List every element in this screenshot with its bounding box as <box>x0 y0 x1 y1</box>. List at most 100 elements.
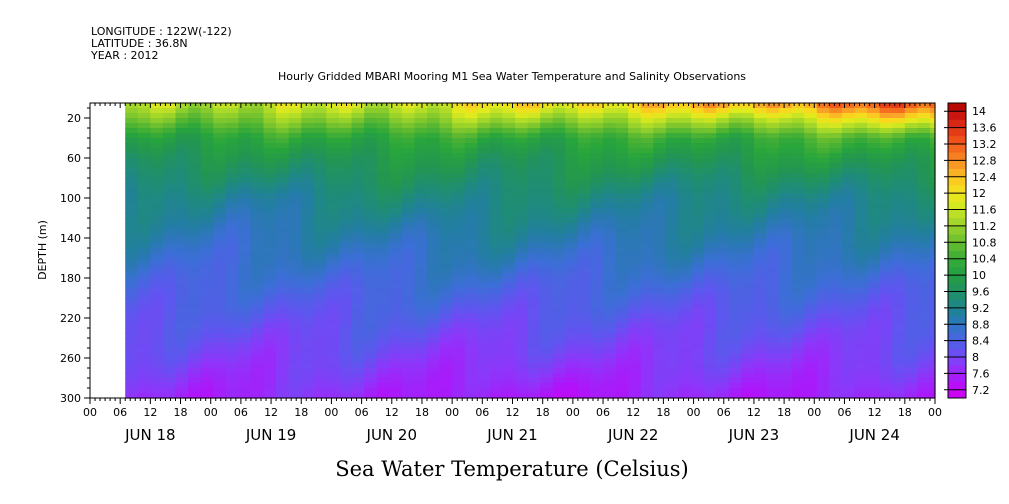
temperature-cell <box>464 348 478 354</box>
temperature-cell <box>779 223 793 229</box>
temperature-cell <box>389 118 403 124</box>
temperature-cell <box>804 268 818 274</box>
temperature-cell <box>577 343 592 349</box>
temperature-cell <box>879 148 893 154</box>
temperature-cell <box>452 243 466 249</box>
colorbar-swatch <box>948 250 966 260</box>
temperature-cell <box>816 193 830 199</box>
temperature-cell <box>527 343 541 349</box>
temperature-cell <box>804 388 818 394</box>
temperature-cell <box>250 353 265 359</box>
temperature-cell <box>225 393 239 399</box>
temperature-cell <box>804 138 818 144</box>
temperature-cell <box>929 153 936 159</box>
temperature-cell <box>364 173 378 179</box>
temperature-cell <box>351 343 365 349</box>
temperature-cell <box>816 233 830 239</box>
temperature-cell <box>125 248 139 254</box>
temperature-cell <box>515 263 529 269</box>
temperature-cell <box>892 143 906 149</box>
temperature-cell <box>552 243 566 249</box>
temperature-cell <box>162 208 177 214</box>
temperature-cell <box>238 368 252 374</box>
temperature-cell <box>338 193 353 199</box>
temperature-cell <box>502 308 516 314</box>
temperature-cell <box>515 378 529 384</box>
temperature-cell <box>854 318 868 324</box>
temperature-cell <box>200 363 214 369</box>
temperature-cell <box>238 148 252 154</box>
temperature-cell <box>351 373 365 379</box>
temperature-cell <box>779 278 793 284</box>
x-hour-label: 18 <box>656 406 670 419</box>
temperature-cell <box>452 123 466 129</box>
temperature-cell <box>678 368 692 374</box>
temperature-cell <box>263 343 277 349</box>
temperature-cell <box>301 293 315 299</box>
temperature-cell <box>188 223 202 229</box>
temperature-cell <box>665 178 680 184</box>
colorbar-swatch <box>948 381 966 391</box>
temperature-cell <box>150 378 164 384</box>
temperature-cell <box>502 223 516 229</box>
temperature-cell <box>804 258 818 264</box>
temperature-cell <box>577 328 592 334</box>
temperature-cell <box>401 298 416 304</box>
temperature-cell <box>716 338 730 344</box>
temperature-cell <box>653 233 667 239</box>
temperature-cell <box>188 108 202 114</box>
temperature-cell <box>779 183 793 189</box>
x-day-label: JUN 24 <box>848 426 899 444</box>
temperature-cell <box>603 148 617 154</box>
temperature-cell <box>515 123 529 129</box>
temperature-cell <box>753 273 768 279</box>
temperature-cell <box>779 173 793 179</box>
temperature-cell <box>678 238 692 244</box>
temperature-cell <box>364 218 378 224</box>
temperature-cell <box>540 268 554 274</box>
temperature-cell <box>250 178 265 184</box>
temperature-cell <box>452 183 466 189</box>
temperature-cell <box>200 278 214 284</box>
temperature-cell <box>515 213 529 219</box>
temperature-cell <box>577 268 592 274</box>
temperature-cell <box>250 143 265 149</box>
temperature-cell <box>225 213 239 219</box>
temperature-cell <box>904 228 918 234</box>
temperature-cell <box>741 348 755 354</box>
temperature-cell <box>338 383 353 389</box>
temperature-cell <box>502 383 516 389</box>
temperature-cell <box>414 323 428 329</box>
temperature-cell <box>527 108 541 114</box>
temperature-cell <box>892 328 906 334</box>
temperature-cell <box>552 233 566 239</box>
temperature-cell <box>162 273 177 279</box>
temperature-cell <box>628 113 642 119</box>
temperature-cell <box>125 278 139 284</box>
temperature-cell <box>703 348 717 354</box>
temperature-cell <box>854 113 868 119</box>
temperature-cell <box>628 228 642 234</box>
x-axis-title: Sea Water Temperature (Celsius) <box>335 457 689 481</box>
temperature-cell <box>301 208 315 214</box>
temperature-cell <box>125 288 139 294</box>
temperature-cell <box>401 138 416 144</box>
temperature-cell <box>225 258 239 264</box>
temperature-cell <box>678 288 692 294</box>
temperature-cell <box>678 348 692 354</box>
temperature-cell <box>703 343 717 349</box>
temperature-cell <box>389 343 403 349</box>
temperature-cell <box>565 393 579 399</box>
temperature-cell <box>326 393 340 399</box>
temperature-cell <box>577 103 592 109</box>
temperature-cell <box>540 118 554 124</box>
temperature-cell <box>904 303 918 309</box>
temperature-cell <box>552 238 566 244</box>
temperature-cell <box>376 328 390 334</box>
temperature-cell <box>716 218 730 224</box>
temperature-cell <box>288 128 302 134</box>
temperature-cell <box>364 103 378 109</box>
temperature-cell <box>552 283 566 289</box>
temperature-cell <box>213 248 227 254</box>
temperature-cell <box>678 103 692 109</box>
